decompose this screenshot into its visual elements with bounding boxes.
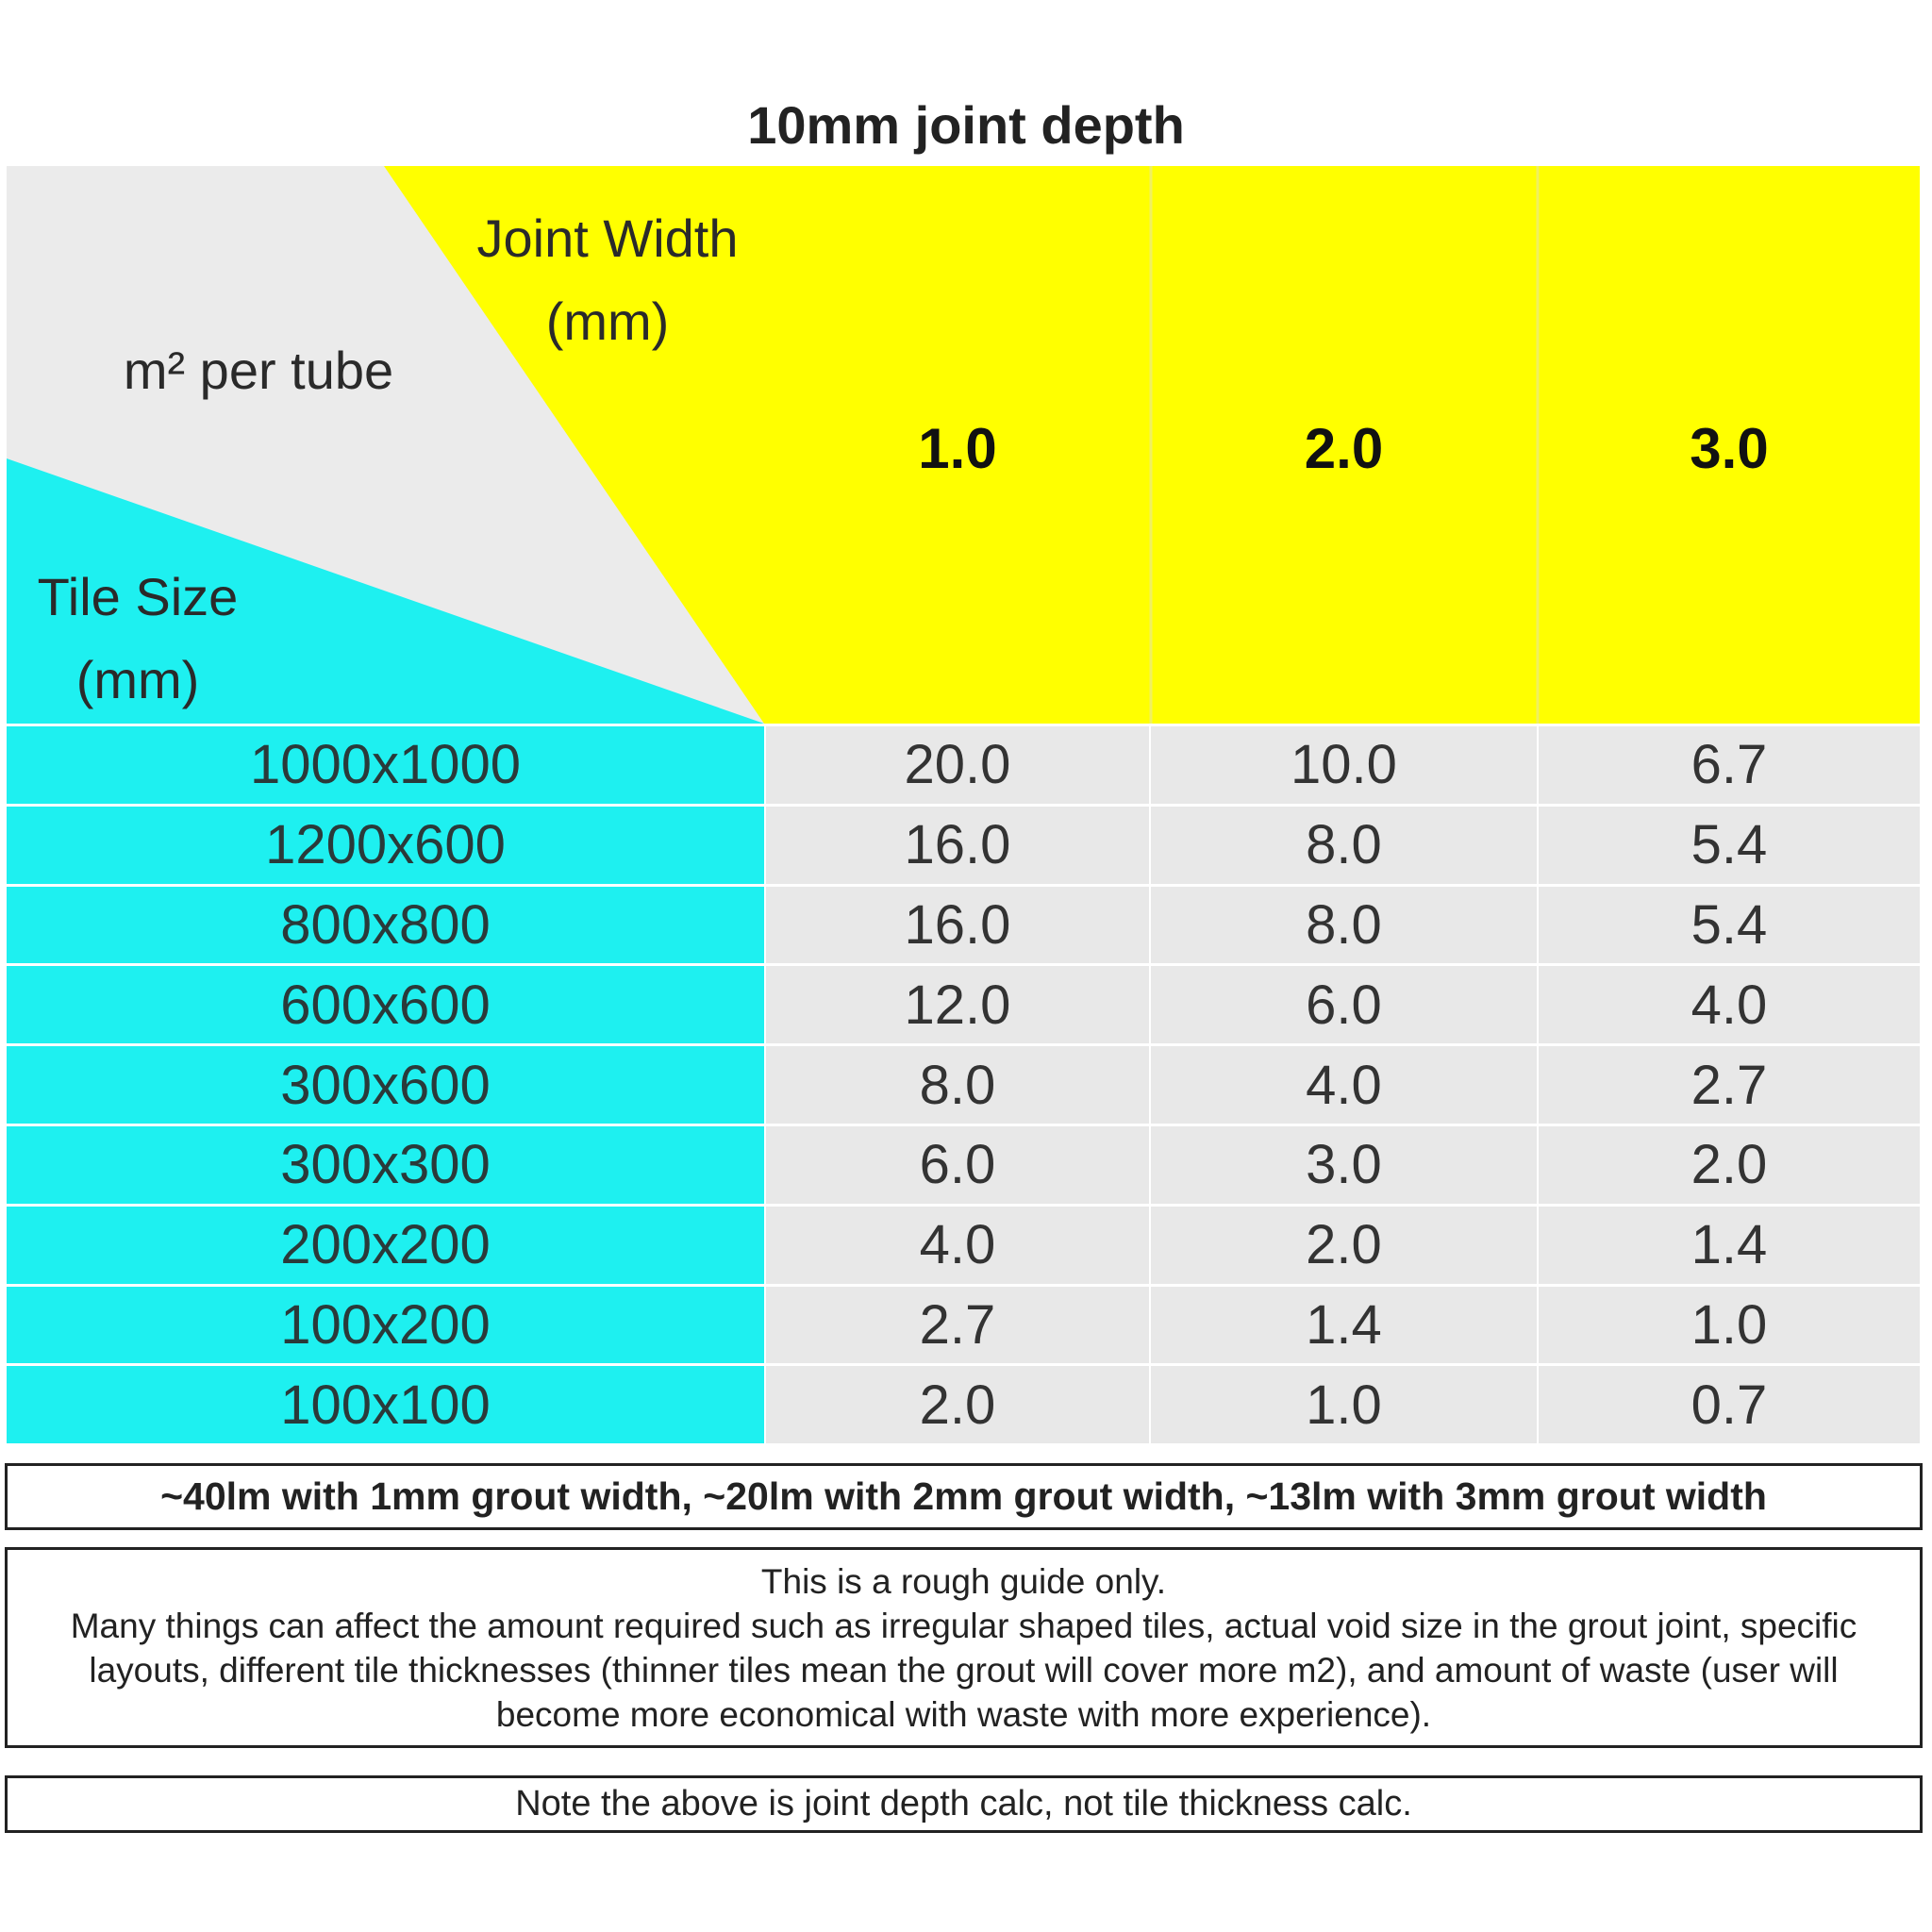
- coverage-value: 4.0: [766, 1206, 1149, 1284]
- joint-width-unit: (mm): [545, 291, 670, 351]
- guide-heading: This is a rough guide only.: [760, 1561, 1167, 1601]
- coverage-value: 4.0: [1151, 1046, 1537, 1124]
- coverage-value: 16.0: [766, 886, 1149, 964]
- coverage-value: 12.0: [766, 966, 1149, 1044]
- coverage-value: 6.0: [1151, 966, 1537, 1044]
- column-header: 1.0: [918, 416, 997, 480]
- cyan-wedge: [7, 458, 764, 724]
- coverage-value: 2.7: [1539, 1046, 1920, 1124]
- unit-label: m² per tube: [123, 341, 394, 400]
- coverage-value: 4.0: [1539, 966, 1920, 1044]
- tile-size: 1200x600: [7, 806, 764, 884]
- joint-width-label: Joint Width: [476, 208, 739, 268]
- tile-size: 1000x1000: [7, 726, 764, 804]
- tile-size: 100x200: [7, 1286, 764, 1364]
- yellow-wedge: [384, 166, 764, 724]
- coverage-value: 6.0: [766, 1126, 1149, 1204]
- tile-size: 600x600: [7, 966, 764, 1044]
- header-cells: [764, 166, 1920, 724]
- coverage-value: 2.0: [1539, 1126, 1920, 1204]
- coverage-value: 0.7: [1539, 1366, 1920, 1444]
- coverage-value: 2.0: [766, 1366, 1149, 1444]
- title: 10mm joint depth: [747, 95, 1185, 155]
- coverage-value: 1.0: [1151, 1366, 1537, 1444]
- coverage-value: 20.0: [766, 726, 1149, 804]
- coverage-value: 5.4: [1539, 886, 1920, 964]
- coverage-value: 2.7: [766, 1286, 1149, 1364]
- tile-size-unit: (mm): [75, 650, 200, 709]
- coverage-value: 8.0: [766, 1046, 1149, 1124]
- coverage-value: 2.0: [1151, 1206, 1537, 1284]
- tile-size: 100x100: [7, 1366, 764, 1444]
- coverage-value: 1.0: [1539, 1286, 1920, 1364]
- coverage-value: 6.7: [1539, 726, 1920, 804]
- column-header: 2.0: [1304, 416, 1384, 480]
- column-header: 3.0: [1690, 416, 1769, 480]
- coverage-value: 8.0: [1151, 886, 1537, 964]
- tile-size: 800x800: [7, 886, 764, 964]
- tile-size: 200x200: [7, 1206, 764, 1284]
- coverage-value: 3.0: [1151, 1126, 1537, 1204]
- coverage-value: 8.0: [1151, 806, 1537, 884]
- tile-size: 300x300: [7, 1126, 764, 1204]
- tile-size-label: Tile Size: [37, 567, 239, 626]
- coverage-value: 10.0: [1151, 726, 1537, 804]
- tile-size: 300x600: [7, 1046, 764, 1124]
- guide-note: This is a rough guide only. Many things …: [5, 1547, 1923, 1748]
- coverage-value: 16.0: [766, 806, 1149, 884]
- coverage-value: 1.4: [1151, 1286, 1537, 1364]
- header-background: [7, 166, 1920, 724]
- coverage-value: 1.4: [1539, 1206, 1920, 1284]
- coverage-note: ~40lm with 1mm grout width, ~20lm with 2…: [5, 1463, 1923, 1530]
- depth-note: Note the above is joint depth calc, not …: [5, 1775, 1923, 1833]
- guide-text: Many things can affect the amount requir…: [70, 1606, 1857, 1734]
- coverage-value: 5.4: [1539, 806, 1920, 884]
